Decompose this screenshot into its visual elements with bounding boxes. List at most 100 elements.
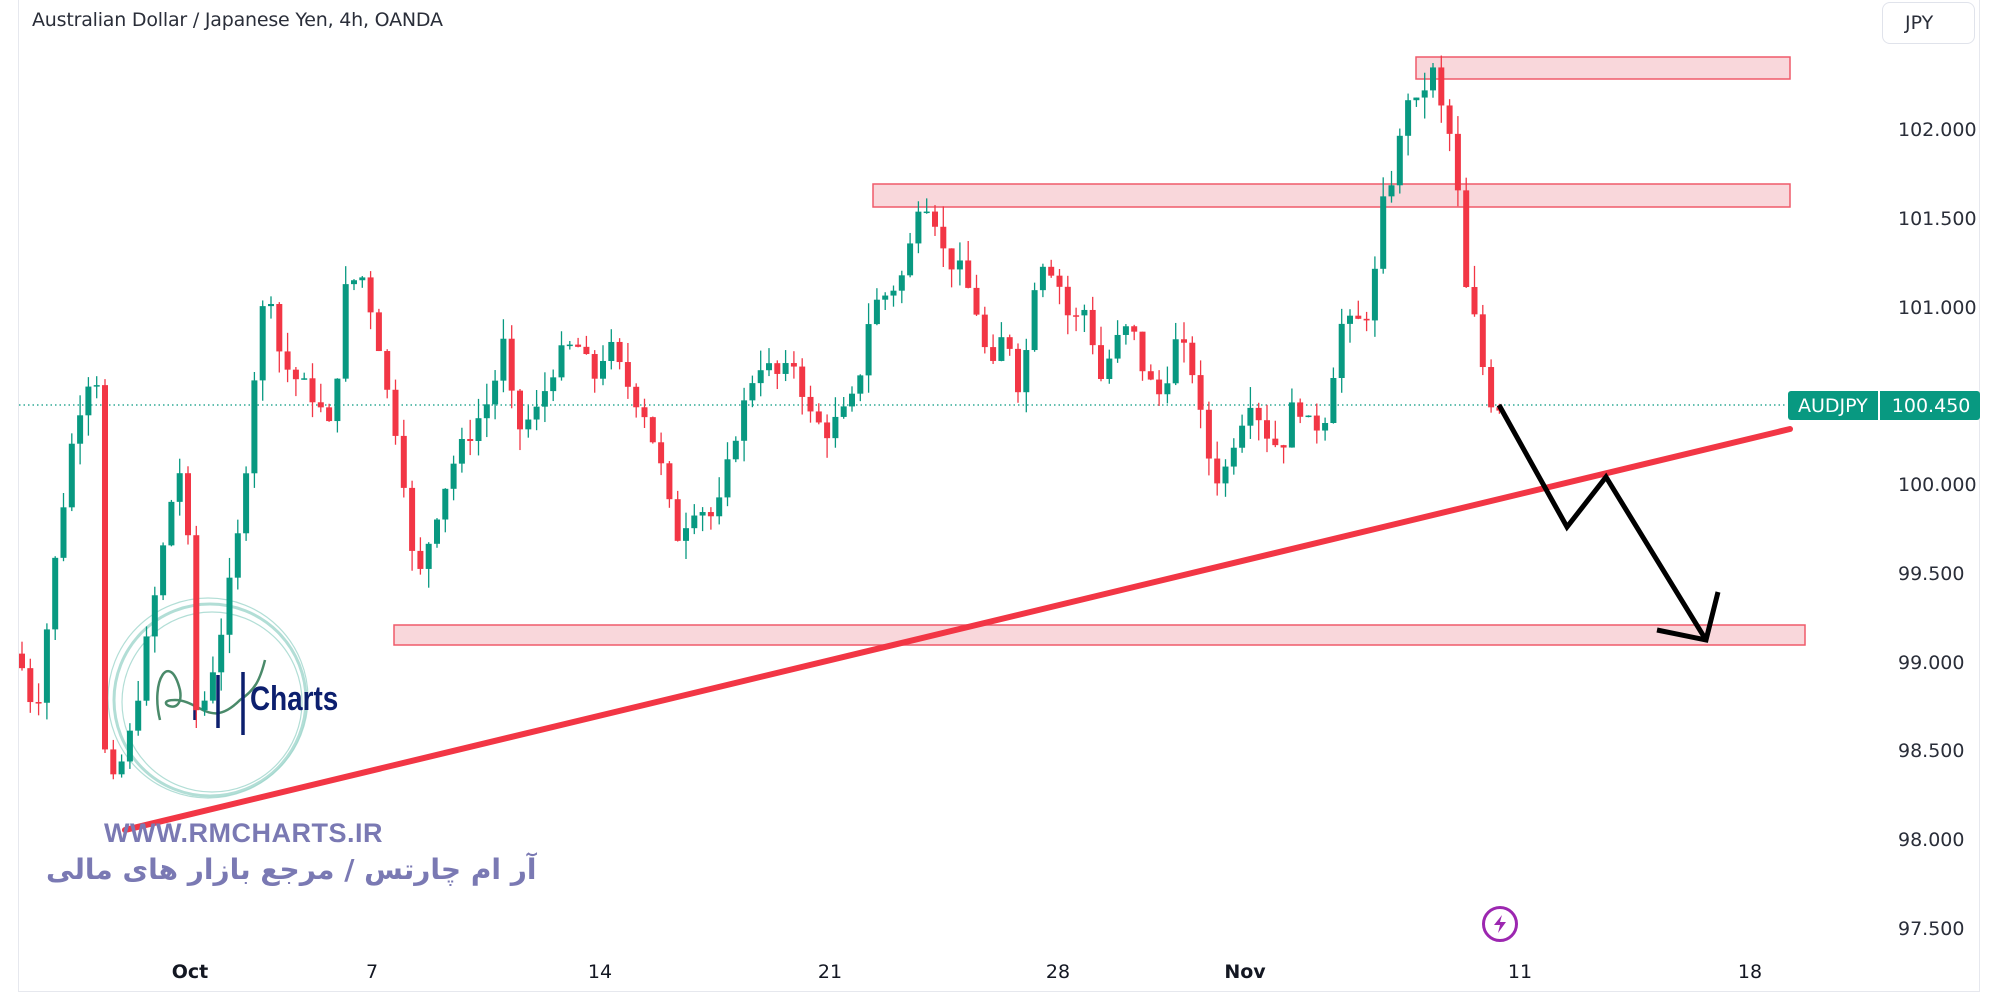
candle-down: [1048, 266, 1055, 276]
candle-up: [757, 370, 764, 384]
candle-up: [359, 277, 366, 281]
candle-up: [600, 360, 606, 379]
last-price-label: 100.450: [1877, 391, 1981, 420]
lightning-glyph-icon: [1494, 915, 1506, 933]
candle-down: [317, 402, 324, 408]
candle-up: [1106, 358, 1113, 379]
candle-up: [1388, 185, 1395, 197]
time-tick-label: 21: [817, 961, 843, 983]
candle-up: [492, 380, 499, 405]
watermark-url: WWW.RMCHARTS.IR: [104, 818, 383, 848]
candle-up: [1122, 326, 1129, 335]
watermark-logo-text: Charts: [250, 680, 339, 718]
candle-down: [1454, 133, 1461, 191]
candle-down: [508, 338, 515, 391]
candle-down: [384, 351, 391, 390]
zone-top-resistance: [1415, 56, 1791, 80]
candle-up: [77, 415, 84, 444]
candle-up: [766, 363, 772, 371]
candle-up: [425, 543, 432, 569]
candle-down: [575, 344, 582, 347]
candle-up: [873, 299, 880, 325]
candle-up: [732, 440, 739, 460]
price-tick-label: 98.000: [1898, 829, 1965, 851]
candle-down: [990, 347, 997, 361]
candle-down: [1056, 275, 1063, 287]
candle-up: [1247, 407, 1254, 426]
time-tick-label: 7: [365, 961, 379, 983]
candle-up: [442, 488, 449, 520]
candle-down: [110, 749, 117, 775]
price-tick-label: 98.500: [1898, 740, 1965, 763]
candle-down: [774, 363, 781, 374]
candle-up: [1039, 266, 1046, 291]
candle-up: [1405, 100, 1412, 136]
candle-up: [500, 338, 507, 381]
candle-down: [1297, 402, 1304, 417]
candle-down: [1264, 420, 1270, 439]
candle-up: [85, 386, 92, 416]
candle-up: [342, 284, 349, 379]
candle-down: [102, 385, 108, 750]
candle-up: [1430, 67, 1436, 91]
candle-down: [965, 260, 972, 288]
candle-up: [1222, 466, 1229, 484]
price-tick-label: 100.000: [1898, 474, 1977, 496]
candle-down: [400, 435, 407, 488]
price-tick-label: 99.000: [1898, 651, 1965, 674]
candle-up: [1081, 309, 1088, 316]
candle-down: [392, 389, 399, 436]
candle-down: [1363, 318, 1370, 321]
candle-up: [160, 545, 167, 596]
candle-up: [1172, 339, 1179, 384]
currency-button[interactable]: JPY: [1882, 2, 1975, 44]
price-tick-label: 97.500: [1898, 917, 1965, 940]
candle-up: [691, 515, 698, 529]
candle-up: [1396, 135, 1403, 186]
candle-up: [998, 337, 1005, 361]
candle-down: [1463, 190, 1470, 288]
candle-down: [1073, 315, 1080, 317]
candle-down: [616, 341, 623, 363]
candle-up: [898, 275, 905, 291]
candle-down: [973, 287, 980, 315]
candle-down: [375, 312, 382, 352]
candle-down: [1139, 331, 1146, 372]
candle-down: [824, 422, 831, 439]
watermark-circle: [112, 602, 308, 798]
time-tick-label: 11: [1507, 961, 1533, 983]
candle-up: [93, 385, 100, 387]
candle-down: [624, 362, 631, 387]
price-tick-label: 99.500: [1898, 562, 1965, 585]
candle-up: [151, 595, 158, 637]
candle-up: [699, 512, 706, 516]
candle-down: [1205, 409, 1212, 459]
candle-down: [292, 369, 299, 380]
candle-down: [674, 499, 681, 541]
symbol-label: AUDJPY: [1788, 391, 1878, 420]
candle-up: [716, 497, 723, 517]
lightning-icon[interactable]: [1482, 906, 1518, 942]
candle-down: [981, 314, 988, 348]
candle-up: [915, 211, 922, 244]
candle-down: [1214, 458, 1221, 484]
candle-down: [807, 396, 814, 412]
candle-up: [1031, 290, 1038, 351]
candle-up: [475, 418, 482, 441]
candle-down: [940, 226, 947, 249]
candle-down: [1089, 309, 1096, 346]
candle-up: [458, 438, 465, 464]
candle-down: [649, 417, 656, 443]
watermark-tagline: آر ام چارتس / مرجع بازار های مالی: [46, 853, 537, 886]
support-trendline: [122, 426, 1793, 833]
price-tick-label: 101.500: [1898, 207, 1977, 230]
candle-down: [35, 702, 42, 704]
candle-down: [1189, 342, 1196, 376]
candle-down: [1064, 286, 1071, 316]
candle-up: [135, 700, 142, 731]
candle-down: [409, 487, 416, 551]
candle-down: [284, 351, 291, 370]
candle-down: [1438, 67, 1445, 106]
candle-down: [1098, 345, 1104, 379]
